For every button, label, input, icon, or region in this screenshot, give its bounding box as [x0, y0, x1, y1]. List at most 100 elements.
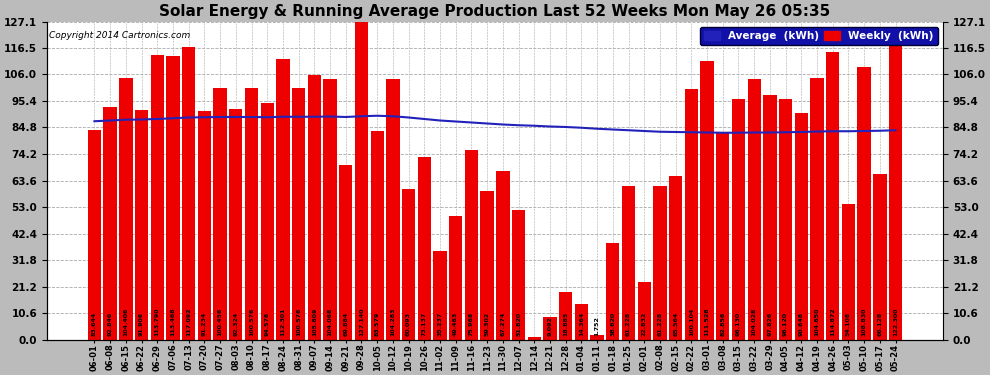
- Bar: [512, 210, 526, 339]
- Text: 100.104: 100.104: [689, 308, 694, 336]
- Bar: [826, 52, 840, 339]
- Text: 61.228: 61.228: [626, 312, 631, 336]
- Text: 113.468: 113.468: [170, 307, 175, 336]
- Text: 22.832: 22.832: [642, 312, 646, 336]
- Text: 111.528: 111.528: [705, 307, 710, 336]
- Bar: [811, 78, 824, 339]
- Text: 104.650: 104.650: [815, 308, 820, 336]
- Text: 73.137: 73.137: [422, 312, 427, 336]
- Text: 104.068: 104.068: [328, 308, 333, 336]
- Text: 100.576: 100.576: [249, 308, 254, 336]
- Bar: [370, 130, 384, 339]
- Bar: [653, 186, 666, 339]
- Bar: [559, 292, 572, 339]
- Bar: [496, 171, 510, 339]
- Bar: [166, 56, 179, 339]
- Text: 18.885: 18.885: [563, 312, 568, 336]
- Text: 127.140: 127.140: [359, 307, 364, 336]
- Bar: [889, 34, 902, 339]
- Text: 96.120: 96.120: [783, 312, 788, 336]
- Bar: [763, 95, 776, 339]
- Text: 67.274: 67.274: [500, 312, 505, 336]
- Bar: [700, 61, 714, 339]
- Bar: [669, 176, 682, 339]
- Text: 54.108: 54.108: [846, 312, 851, 336]
- Bar: [480, 191, 494, 339]
- Bar: [873, 174, 887, 339]
- Bar: [324, 80, 337, 339]
- Text: 66.128: 66.128: [877, 312, 882, 336]
- Bar: [685, 89, 698, 339]
- Bar: [150, 55, 164, 339]
- Bar: [229, 109, 243, 339]
- Text: 65.564: 65.564: [673, 312, 678, 336]
- Text: 113.790: 113.790: [154, 307, 159, 336]
- Bar: [135, 110, 148, 339]
- Bar: [622, 186, 636, 339]
- Text: 94.576: 94.576: [264, 312, 269, 336]
- Text: 112.301: 112.301: [280, 307, 285, 336]
- Text: 90.648: 90.648: [799, 312, 804, 336]
- Text: 92.846: 92.846: [108, 312, 113, 336]
- Bar: [182, 47, 195, 339]
- Bar: [276, 59, 290, 339]
- Text: 97.826: 97.826: [767, 312, 772, 336]
- Text: 91.234: 91.234: [202, 312, 207, 336]
- Text: 51.820: 51.820: [516, 312, 521, 336]
- Bar: [732, 99, 745, 339]
- Text: 82.856: 82.856: [721, 312, 726, 336]
- Text: 38.620: 38.620: [610, 312, 616, 336]
- Text: 9.092: 9.092: [547, 316, 552, 336]
- Bar: [198, 111, 211, 339]
- Text: 35.237: 35.237: [438, 312, 443, 336]
- Text: 96.130: 96.130: [736, 312, 741, 336]
- Bar: [795, 113, 808, 339]
- Text: 83.644: 83.644: [92, 312, 97, 336]
- Text: 49.463: 49.463: [453, 312, 458, 336]
- Text: 108.830: 108.830: [861, 308, 866, 336]
- Bar: [528, 337, 541, 339]
- Text: 117.092: 117.092: [186, 307, 191, 336]
- Text: 75.968: 75.968: [469, 312, 474, 336]
- Bar: [88, 130, 101, 339]
- Text: 69.884: 69.884: [344, 312, 348, 336]
- Text: 92.324: 92.324: [234, 312, 239, 336]
- Bar: [779, 99, 792, 339]
- Bar: [214, 88, 227, 339]
- Text: Copyright 2014 Cartronics.com: Copyright 2014 Cartronics.com: [49, 31, 190, 40]
- Bar: [449, 216, 462, 339]
- Bar: [747, 80, 761, 339]
- Bar: [842, 204, 855, 339]
- Text: 61.228: 61.228: [657, 312, 662, 336]
- Text: 104.028: 104.028: [751, 308, 756, 336]
- Bar: [260, 103, 274, 339]
- Bar: [606, 243, 620, 339]
- Bar: [418, 157, 431, 339]
- Text: 91.906: 91.906: [139, 312, 144, 336]
- Bar: [103, 107, 117, 339]
- Text: 114.872: 114.872: [831, 307, 836, 336]
- Bar: [354, 22, 368, 339]
- Bar: [386, 79, 400, 339]
- Bar: [402, 189, 415, 339]
- Bar: [308, 75, 321, 339]
- Bar: [119, 78, 133, 339]
- Text: 83.579: 83.579: [374, 312, 380, 336]
- Text: 104.283: 104.283: [390, 307, 395, 336]
- Text: 105.609: 105.609: [312, 308, 317, 336]
- Bar: [464, 150, 478, 339]
- Bar: [292, 88, 305, 339]
- Bar: [544, 317, 556, 339]
- Bar: [857, 68, 871, 339]
- Text: 14.364: 14.364: [579, 312, 584, 336]
- Text: 100.456: 100.456: [218, 308, 223, 336]
- Legend: Average  (kWh), Weekly  (kWh): Average (kWh), Weekly (kWh): [700, 27, 938, 45]
- Text: 104.406: 104.406: [124, 308, 129, 336]
- Bar: [434, 251, 446, 339]
- Text: 1.752: 1.752: [595, 316, 600, 336]
- Text: 59.302: 59.302: [485, 312, 490, 336]
- Text: 100.576: 100.576: [296, 308, 301, 336]
- Bar: [590, 335, 604, 339]
- Bar: [716, 132, 730, 339]
- Bar: [638, 282, 650, 339]
